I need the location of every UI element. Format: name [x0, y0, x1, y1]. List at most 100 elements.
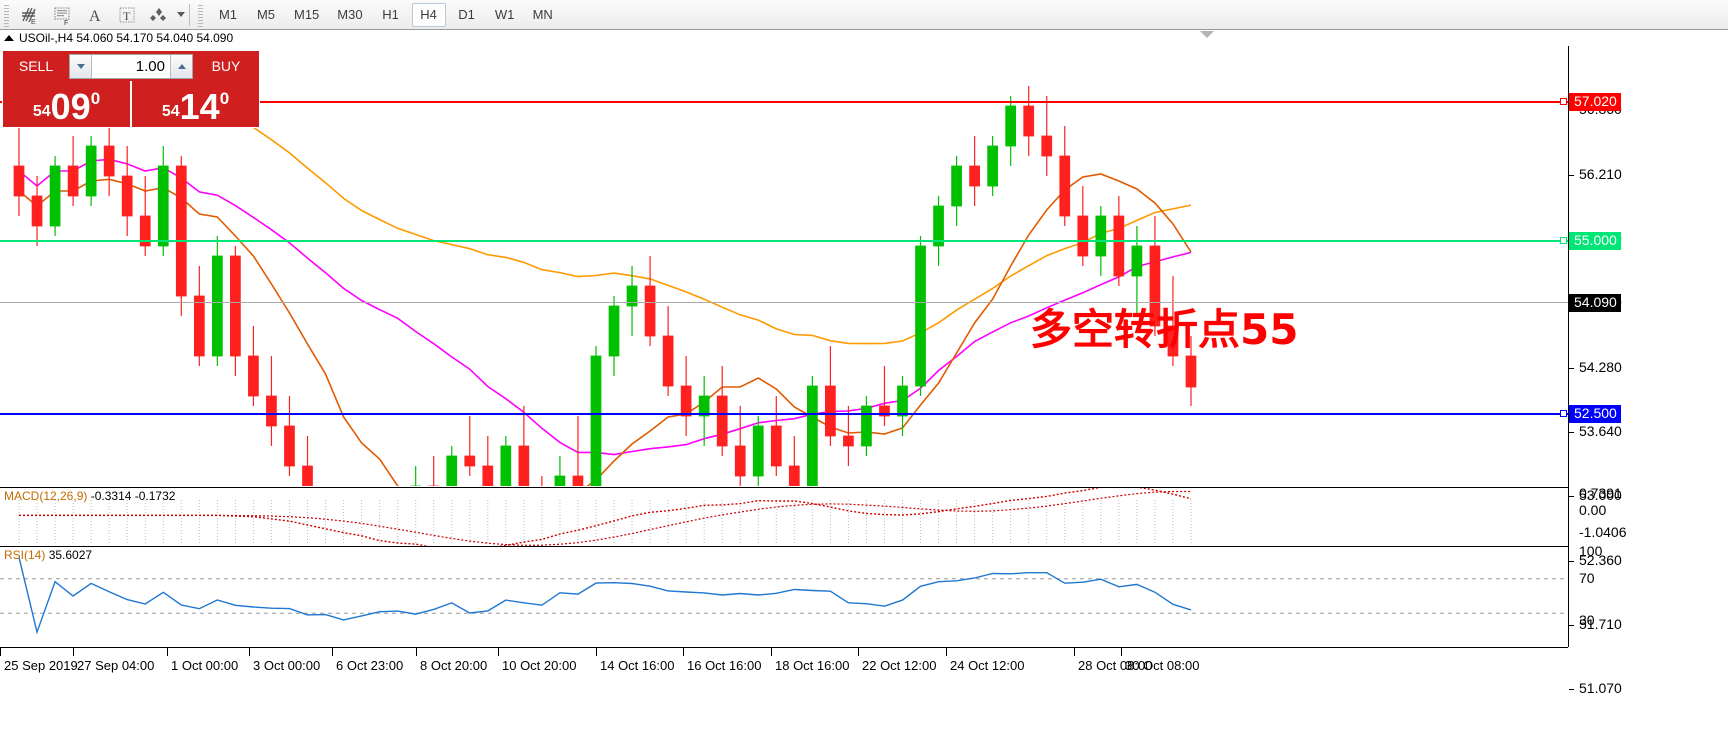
volume-increase-button[interactable] [170, 54, 192, 78]
candlestick [554, 456, 566, 606]
collapse-triangle-icon[interactable] [4, 35, 14, 41]
candlestick [464, 416, 476, 476]
timeframe-h1[interactable]: H1 [382, 7, 399, 22]
templates-icon[interactable]: F [47, 1, 79, 29]
price-axis[interactable]: 56.86056.21055.57054.93054.28053.64053.0… [1568, 46, 1728, 696]
price-chart-pane[interactable] [0, 46, 1568, 706]
price-level-line-red[interactable] [0, 101, 1568, 103]
text-icon[interactable]: A [79, 1, 111, 29]
price-level-tag-red[interactable]: 57.020 [1569, 93, 1621, 111]
time-axis-label: 27 Sep 04:00 [77, 658, 155, 673]
candlestick [85, 136, 97, 206]
timeframe-m5[interactable]: M5 [256, 7, 276, 22]
time-axis-label: 18 Oct 16:00 [775, 658, 850, 673]
price-level-tag-green[interactable]: 55.000 [1569, 232, 1621, 250]
macd-pane[interactable]: MACD(12,26,9) -0.3314 -0.1732 [0, 484, 1568, 550]
main-toolbar: E F A T [0, 0, 1728, 30]
level-line-handle[interactable] [1560, 98, 1567, 105]
chart-annotation-text: 多空转折点55 [1030, 305, 1299, 354]
candlestick [67, 136, 79, 206]
price-chart-canvas [13, 68, 1197, 706]
buy-price-main: 14 [179, 86, 220, 127]
macd-label: MACD(12,26,9) -0.3314 -0.1732 [4, 489, 175, 503]
buy-price-display[interactable]: 54 14 0 [130, 81, 259, 127]
timeframe-w1[interactable]: W1 [494, 7, 515, 22]
volume-decrease-button[interactable] [70, 54, 92, 78]
sell-price-display[interactable]: 54 09 0 [3, 81, 130, 127]
candlestick [536, 476, 548, 636]
time-axis-tick [683, 648, 684, 656]
sell-price-main: 09 [50, 86, 91, 127]
timeframe-m1[interactable]: M1 [218, 7, 238, 22]
candlestick [770, 396, 782, 476]
rsi-label: RSI(14) 35.6027 [4, 548, 92, 562]
price-level-line-black[interactable] [0, 302, 1568, 303]
trade-panel-controls: SELL 1.00 BUY [3, 51, 259, 81]
candlestick [969, 136, 980, 206]
level-line-handle[interactable] [1560, 410, 1567, 417]
time-axis-tick [1121, 648, 1122, 656]
timeframe-m15[interactable]: M15 [294, 7, 320, 22]
volume-stepper[interactable]: 1.00 [69, 53, 193, 79]
timeframe-toolbar-grip[interactable] [196, 2, 205, 27]
timeframe-h4[interactable]: H4 [411, 2, 446, 27]
sell-price-whole: 54 [32, 103, 51, 120]
candlestick [13, 126, 25, 216]
candlestick [716, 366, 728, 456]
indicators-icon[interactable]: E [15, 1, 47, 29]
time-axis-tick [946, 648, 947, 656]
candlestick [644, 256, 656, 346]
price-level-line-blue[interactable] [0, 413, 1568, 415]
price-axis-label: 53.000 [1579, 487, 1622, 503]
timeframe-mn[interactable]: MN [532, 7, 553, 22]
time-axis-label: 16 Oct 16:00 [687, 658, 762, 673]
time-axis-tick [0, 648, 1, 656]
text-label-icon[interactable]: T [111, 1, 143, 29]
caret-down-icon [76, 63, 85, 69]
candlestick [1041, 96, 1053, 176]
candlestick [788, 436, 800, 496]
time-axis-tick [332, 648, 333, 656]
buy-button[interactable]: BUY [195, 53, 257, 79]
time-axis-label: 14 Oct 16:00 [600, 658, 675, 673]
chart-scroll-marker-icon[interactable] [1200, 31, 1214, 38]
timeframe-m30[interactable]: M30 [337, 7, 363, 22]
candlestick [987, 136, 999, 196]
rsi-pane[interactable]: RSI(14) 35.6027 [0, 546, 1568, 646]
chart-symbol-ohlc: USOil-,H4 54.060 54.170 54.040 54.090 [19, 31, 234, 45]
toolbar-grip[interactable] [2, 2, 11, 27]
timeframe-d1[interactable]: D1 [458, 7, 475, 22]
level-line-handle[interactable] [1560, 237, 1567, 244]
candlestick [230, 246, 241, 376]
candlestick [752, 416, 764, 486]
price-level-tag-black[interactable]: 54.090 [1569, 294, 1621, 312]
volume-input[interactable]: 1.00 [92, 54, 170, 78]
sell-button[interactable]: SELL [5, 53, 67, 79]
rsi-scale-label: 30 [1579, 612, 1595, 628]
macd-label-values: -0.3314 -0.1732 [90, 489, 176, 503]
candlestick [680, 356, 692, 436]
time-axis[interactable]: 25 Sep 2019 27 Sep 04:00 1 Oct 00:00 3 Oct … [0, 647, 1568, 750]
candlestick [139, 176, 151, 256]
macd-canvas [18, 484, 1192, 550]
candlestick [193, 266, 205, 366]
trade-panel-prices: 54 09 0 54 14 0 [3, 81, 259, 127]
candlestick [1077, 186, 1089, 266]
time-axis-tick [416, 648, 417, 656]
one-click-trading-panel[interactable]: SELL 1.00 BUY 54 09 0 54 14 0 [2, 50, 260, 128]
time-axis-label: 28 Oct 08:00 [1078, 658, 1153, 673]
price-level-line-green[interactable] [0, 240, 1568, 242]
time-axis-tick [596, 648, 597, 656]
time-axis-label: 24 Oct 12:00 [950, 658, 1025, 673]
objects-icon[interactable] [143, 1, 175, 29]
time-axis-label: 30 Oct 08:00 [1125, 658, 1200, 673]
objects-dropdown-caret-icon[interactable] [177, 12, 185, 17]
price-axis-label: 51.710 [1579, 616, 1622, 632]
candlestick [1167, 276, 1179, 366]
price-level-tag-blue[interactable]: 52.500 [1569, 405, 1621, 423]
macd-scale-label: 0.00 [1579, 502, 1607, 518]
time-axis-tick [498, 648, 499, 656]
price-axis-label: 54.280 [1579, 359, 1622, 375]
candlestick [1149, 216, 1161, 336]
candlestick [806, 376, 818, 496]
